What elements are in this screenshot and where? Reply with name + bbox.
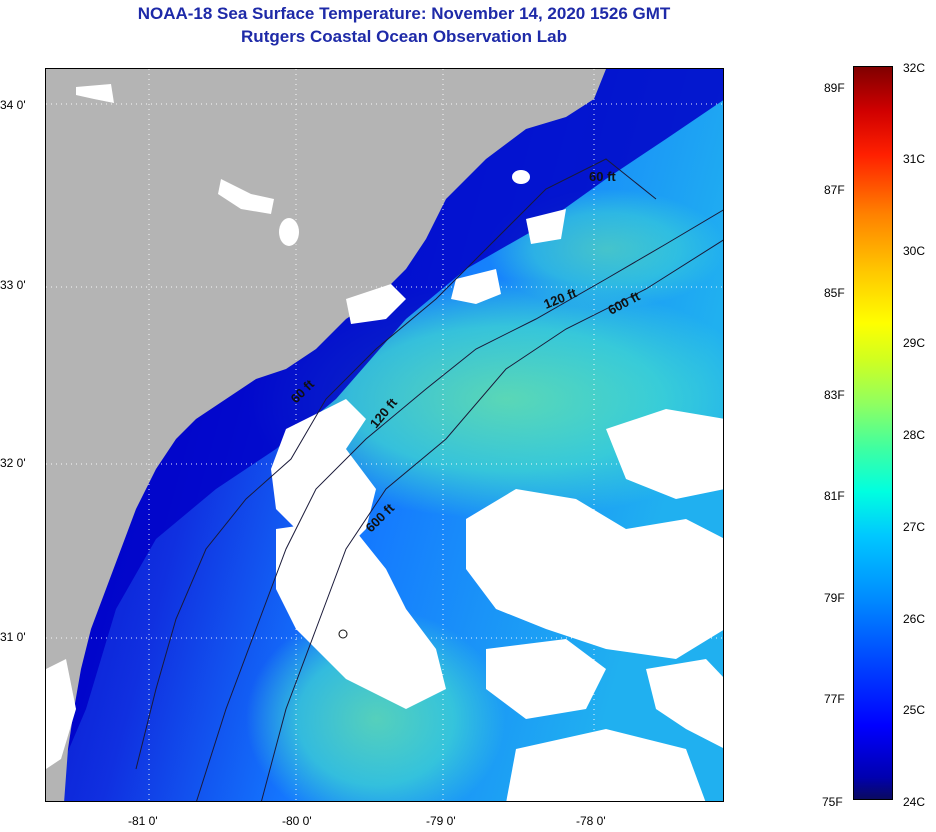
colorbar-f-label: 83F	[824, 388, 845, 402]
cloud-cover	[46, 84, 723, 801]
lon-label-78: -78 0'	[576, 814, 606, 828]
colorbar-c-label: 25C	[903, 703, 926, 717]
colorbar-f-label: 79F	[824, 591, 845, 605]
colorbar-f-label: 81F	[824, 489, 845, 503]
lat-label-34: 34 0'	[0, 98, 26, 112]
map-subtitle: Rutgers Coastal Ocean Observation Lab	[241, 27, 567, 46]
colorbar-c-label: 24C	[903, 795, 926, 809]
colorbar-c-label: 29C	[903, 336, 926, 350]
buoy-marker-icon	[338, 629, 348, 639]
lon-label-81: -81 0'	[128, 814, 158, 828]
warm-water-zone	[246, 609, 506, 801]
lat-label-32: 32 0'	[0, 456, 26, 470]
graticule	[46, 69, 723, 801]
lat-label-33: 33 0'	[0, 278, 26, 292]
lat-label-31: 31 0'	[0, 630, 26, 644]
colorbar-c-label: 30C	[903, 244, 926, 258]
colorbar-f-label: 77F	[824, 692, 845, 706]
colorbar-c-label: 28C	[903, 428, 926, 442]
land-area	[46, 69, 606, 801]
colorbar-c-label: 27C	[903, 520, 926, 534]
temperature-colorbar	[853, 66, 893, 800]
colorbar-f-label: 75F	[822, 795, 843, 809]
sst-map-graphic: 60 ft 120 ft 600 ft 60 ft 120 ft 600 ft	[46, 69, 723, 801]
isobath-contours	[135, 158, 723, 801]
colorbar-c-label: 31C	[903, 152, 926, 166]
lon-label-80: -80 0'	[282, 814, 312, 828]
contour-label: 60 ft	[589, 169, 616, 184]
lon-label-79: -79 0'	[426, 814, 456, 828]
map-title: NOAA-18 Sea Surface Temperature: Novembe…	[137, 4, 671, 23]
colorbar-f-label: 89F	[824, 81, 845, 95]
colorbar-f-label: 87F	[824, 183, 845, 197]
colorbar-c-label: 26C	[903, 612, 926, 626]
colorbar-f-label: 85F	[824, 286, 845, 300]
sst-map: 60 ft 120 ft 600 ft 60 ft 120 ft 600 ft	[45, 68, 724, 802]
colorbar-c-label: 32C	[903, 61, 926, 75]
